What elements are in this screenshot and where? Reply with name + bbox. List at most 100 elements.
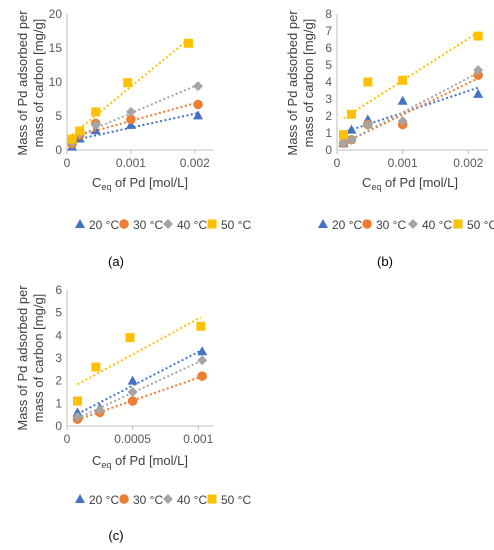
y-tick-label: 4 bbox=[325, 75, 332, 89]
data-point bbox=[125, 106, 136, 117]
legend-label-2: 30 °C bbox=[133, 218, 163, 232]
data-point bbox=[397, 116, 408, 127]
data-point bbox=[363, 77, 373, 87]
data-point bbox=[197, 346, 208, 356]
legend-marker-3 bbox=[163, 219, 173, 229]
y-tick-label: 15 bbox=[49, 41, 63, 55]
data-point bbox=[183, 38, 193, 48]
trendline-1 bbox=[77, 349, 203, 415]
y-tick-label: 5 bbox=[55, 109, 62, 123]
data-point bbox=[398, 75, 408, 85]
data-point bbox=[126, 114, 136, 125]
legend-label-4: 50 °C bbox=[221, 493, 251, 507]
y-tick-label: 3 bbox=[325, 92, 332, 106]
legend-label-4: 50 °C bbox=[467, 218, 494, 232]
data-point bbox=[339, 130, 349, 140]
data-point bbox=[91, 107, 101, 117]
x-tick-label: 0.001 bbox=[183, 432, 213, 446]
trendline-1 bbox=[71, 112, 199, 142]
data-point bbox=[127, 375, 138, 385]
y-tick-label: 10 bbox=[49, 75, 63, 89]
y-axis-label: Mass of Pd adsorbed permass of carbon [m… bbox=[15, 10, 46, 156]
x-tick-label: 0 bbox=[334, 156, 341, 170]
legend-label-3: 40 °C bbox=[177, 493, 207, 507]
y-tick-label: 5 bbox=[55, 306, 62, 320]
legend-marker-1 bbox=[75, 494, 85, 503]
data-point bbox=[72, 407, 83, 417]
data-point bbox=[197, 371, 207, 381]
y-tick-label: 8 bbox=[325, 7, 332, 21]
x-axis-label: Ceq of Pd [mol/L] bbox=[362, 175, 458, 192]
legend-marker-1 bbox=[318, 219, 328, 228]
x-tick-label: 0.0005 bbox=[114, 432, 151, 446]
data-point bbox=[67, 134, 77, 144]
y-tick-label: 7 bbox=[325, 24, 332, 38]
y-tick-label: 6 bbox=[325, 41, 332, 55]
data-point bbox=[193, 110, 204, 120]
x-tick-label: 0.002 bbox=[180, 156, 210, 170]
legend-marker-2 bbox=[119, 219, 129, 229]
trendline-3 bbox=[343, 71, 479, 145]
y-tick-label: 6 bbox=[55, 283, 62, 297]
y-tick-label: 3 bbox=[55, 351, 62, 365]
data-point bbox=[193, 81, 204, 92]
x-tick-label: 0 bbox=[64, 432, 71, 446]
legend-label-2: 30 °C bbox=[133, 493, 163, 507]
y-tick-label: 2 bbox=[325, 109, 332, 123]
y-tick-label: 0 bbox=[55, 143, 62, 157]
legend-label-1: 20 °C bbox=[89, 218, 119, 232]
y-axis-label: Mass of Pd adsorbed permass of carbon [m… bbox=[15, 285, 46, 431]
x-tick-label: 0.002 bbox=[453, 156, 483, 170]
data-point bbox=[125, 119, 136, 129]
y-tick-label: 0 bbox=[55, 419, 62, 433]
data-point bbox=[127, 396, 138, 406]
chart-panel-3: 0 1 2 3 4 5 6 0 0.0005 0.001 Mass of Pd adsorbed p… bbox=[15, 283, 251, 543]
y-tick-label: 1 bbox=[325, 126, 332, 140]
x-axis-label: Ceq of Pd [mol/L] bbox=[92, 453, 188, 470]
legend-marker-4 bbox=[207, 219, 217, 229]
chart-panel-1: 0 5 10 15 20 0 0.001 0.002 Mass of Pd adsorbed p… bbox=[15, 7, 251, 269]
x-axis-label: Ceq of Pd [mol/L] bbox=[92, 175, 188, 192]
legend-marker-1 bbox=[75, 219, 85, 228]
legend-marker-3 bbox=[163, 494, 173, 504]
legend-label-3: 40 °C bbox=[177, 218, 207, 232]
legend-label-1: 20 °C bbox=[89, 493, 119, 507]
y-tick-label: 0 bbox=[325, 143, 332, 157]
legend-marker-2 bbox=[362, 219, 372, 229]
y-tick-label: 20 bbox=[49, 7, 63, 21]
data-point bbox=[75, 126, 85, 136]
data-point bbox=[72, 411, 83, 422]
data-point bbox=[193, 99, 203, 110]
data-point bbox=[338, 138, 349, 149]
panel-label: (a) bbox=[108, 254, 124, 269]
data-point bbox=[346, 109, 356, 119]
trendline-4 bbox=[77, 316, 202, 386]
data-point bbox=[346, 134, 357, 145]
data-point bbox=[91, 362, 101, 372]
data-point bbox=[123, 78, 133, 88]
data-point bbox=[473, 88, 484, 98]
legend-marker-4 bbox=[207, 494, 217, 504]
chart-panel-2: 0 1 2 3 4 5 6 7 8 0 0.001 0.002 Mass of Pd adsorbed … bbox=[285, 7, 494, 269]
data-point bbox=[197, 355, 208, 366]
data-point bbox=[90, 119, 101, 130]
y-tick-label: 1 bbox=[55, 396, 62, 410]
data-point bbox=[473, 31, 483, 41]
panel-label: (c) bbox=[108, 528, 123, 543]
y-tick-label: 4 bbox=[55, 328, 62, 342]
data-point bbox=[127, 387, 138, 397]
legend-marker-2 bbox=[119, 494, 129, 504]
trendline-2 bbox=[71, 101, 199, 139]
x-tick-label: 0 bbox=[64, 156, 71, 170]
legend-marker-3 bbox=[408, 219, 418, 229]
data-point bbox=[473, 65, 484, 76]
data-point bbox=[196, 321, 206, 331]
data-point bbox=[94, 405, 105, 416]
data-point bbox=[362, 119, 373, 130]
x-tick-label: 0.001 bbox=[388, 156, 418, 170]
legend-label-3: 40 °C bbox=[422, 218, 452, 232]
data-point bbox=[346, 124, 357, 134]
legend-marker-4 bbox=[453, 219, 463, 229]
y-tick-label: 5 bbox=[325, 58, 332, 72]
